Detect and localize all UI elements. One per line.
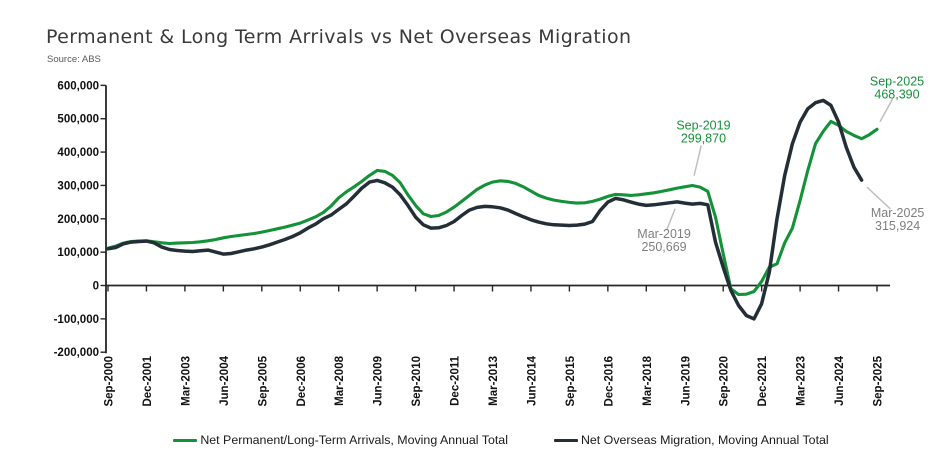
y-axis-label: -100,000 — [54, 314, 99, 326]
y-axis-label: 600,000 — [57, 80, 99, 92]
annotation-value-label: 468,390 — [874, 87, 919, 101]
x-axis-label: Mar-2013 — [488, 356, 500, 406]
nom-line-swatch — [553, 438, 578, 442]
chart-source: Source: ABS — [47, 54, 101, 65]
annotation-date-label: Mar-2019 — [637, 227, 691, 241]
x-axis-label: Jun-2024 — [834, 355, 846, 405]
annotation-value-label: 250,669 — [641, 240, 686, 254]
arrivals-line-swatch — [173, 438, 198, 442]
x-axis-label: Sep-2010 — [411, 356, 423, 407]
y-axis-label: 200,000 — [57, 214, 99, 226]
x-axis-label: Dec-2006 — [296, 356, 308, 407]
x-axis-label: Sep-2025 — [873, 355, 885, 406]
x-axis-label: Jun-2004 — [219, 355, 231, 405]
annotation-connector — [866, 186, 891, 210]
annotation-value-label: 299,870 — [681, 131, 726, 145]
annotation-date-label: Mar-2025 — [871, 206, 925, 220]
legend-item-nom: Net Overseas Migration, Moving Annual To… — [553, 433, 829, 447]
x-axis-label: Sep-2015 — [565, 355, 577, 406]
x-axis-label: Sep-2000 — [104, 356, 116, 407]
y-axis-label: 400,000 — [57, 147, 99, 159]
y-axis-label: 100,000 — [57, 247, 99, 259]
y-axis-label: 0 — [93, 281, 99, 293]
x-axis-label: Dec-2001 — [142, 355, 154, 406]
series-line-arrivals — [106, 119, 879, 297]
x-axis-label: Mar-2008 — [334, 355, 346, 405]
annotation-date-label: Sep-2019 — [676, 118, 730, 132]
x-axis-label: Mar-2003 — [180, 356, 192, 406]
legend-label-nom: Net Overseas Migration, Moving Annual To… — [580, 433, 829, 447]
chart-title: Permanent & Long Term Arrivals vs Net Ov… — [46, 26, 632, 48]
x-axis-label: Dec-2016 — [603, 356, 615, 407]
legend: Net Permanent/Long-Term Arrivals, Moving… — [0, 433, 948, 447]
legend-item-arrivals: Net Permanent/Long-Term Arrivals, Moving… — [173, 433, 508, 447]
x-axis-label: Sep-2020 — [719, 356, 731, 407]
annotation-connector — [693, 145, 702, 176]
x-axis-label: Jun-2009 — [373, 356, 385, 406]
x-axis-label: Sep-2005 — [257, 355, 269, 406]
y-axis-label: -200,000 — [54, 347, 99, 359]
annotation-date-label: Sep-2025 — [870, 74, 924, 88]
x-axis-label: Dec-2011 — [450, 355, 462, 405]
series-line-nom — [106, 98, 864, 321]
x-axis-label: Mar-2023 — [796, 356, 808, 406]
legend-label-arrivals: Net Permanent/Long-Term Arrivals, Moving… — [200, 433, 508, 447]
annotation-connector — [879, 97, 894, 123]
y-axis-label: 500,000 — [57, 114, 99, 126]
y-axis-label: 300,000 — [57, 180, 99, 192]
x-axis-label: Jun-2014 — [526, 355, 538, 405]
annotation-value-label: 315,924 — [875, 219, 920, 233]
x-axis-label: Dec-2021 — [757, 355, 769, 406]
x-axis-label: Mar-2018 — [642, 355, 654, 405]
annotation-connector — [665, 208, 676, 231]
x-axis-label: Jun-2019 — [680, 356, 692, 406]
